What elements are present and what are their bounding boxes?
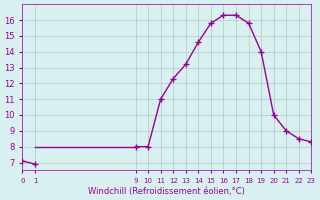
X-axis label: Windchill (Refroidissement éolien,°C): Windchill (Refroidissement éolien,°C) [88, 187, 245, 196]
